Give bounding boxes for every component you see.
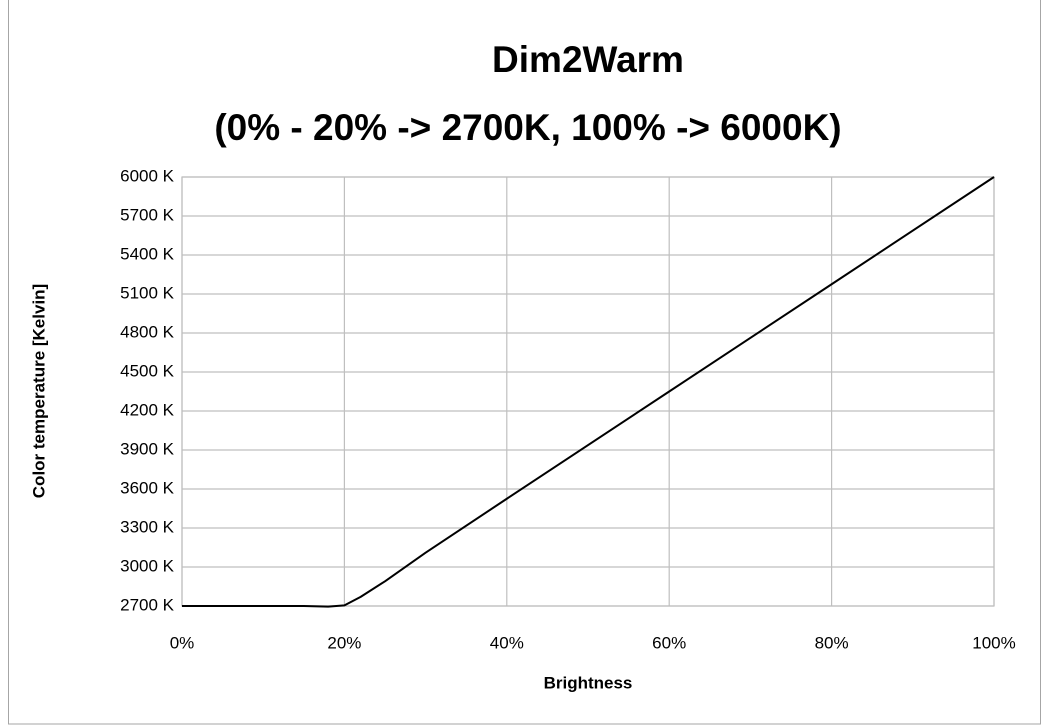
y-tick-label: 3000 K <box>120 556 175 575</box>
x-axis-title: Brightness <box>544 673 633 692</box>
y-tick-label: 5100 K <box>120 283 175 302</box>
x-tick-label: 80% <box>815 633 849 652</box>
plot-border <box>181 176 995 607</box>
chart-title: Dim2Warm <box>492 39 684 80</box>
y-tick-label: 5700 K <box>120 205 175 224</box>
y-axis-title: Color temperature [Kelvin] <box>29 284 48 498</box>
x-tick-label: 20% <box>327 633 361 652</box>
y-tick-label: 3600 K <box>120 478 175 497</box>
y-tick-label: 6000 K <box>120 166 175 185</box>
y-tick-label: 4800 K <box>120 322 175 341</box>
y-tick-label: 3300 K <box>120 517 175 536</box>
y-tick-label: 3900 K <box>120 439 175 458</box>
chart-subtitle: (0% - 20% -> 2700K, 100% -> 6000K) <box>214 107 841 148</box>
chart-frame <box>8 0 1041 725</box>
x-tick-label: 0% <box>170 633 195 652</box>
x-tick-label: 100% <box>972 633 1015 652</box>
y-tick-label: 4500 K <box>120 361 175 380</box>
x-tick-label: 60% <box>652 633 686 652</box>
x-tick-label: 40% <box>490 633 524 652</box>
data-line <box>182 176 995 608</box>
y-tick-label: 4200 K <box>120 400 175 419</box>
y-tick-label: 5400 K <box>120 244 175 263</box>
y-tick-label: 2700 K <box>120 595 175 614</box>
